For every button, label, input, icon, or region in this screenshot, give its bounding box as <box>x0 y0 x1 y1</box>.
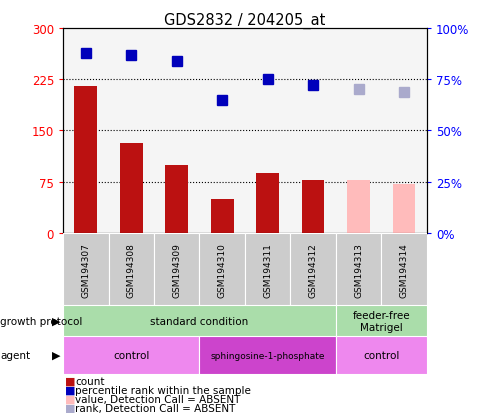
Text: ▶: ▶ <box>51 316 60 326</box>
Title: GDS2832 / 204205_at: GDS2832 / 204205_at <box>164 13 325 29</box>
Bar <box>335 306 426 337</box>
Bar <box>199 233 244 306</box>
Bar <box>301 180 324 233</box>
Text: GSM194308: GSM194308 <box>126 242 136 297</box>
Text: standard condition: standard condition <box>150 316 248 326</box>
Bar <box>335 233 380 306</box>
Bar <box>120 143 142 233</box>
Text: count: count <box>75 376 105 386</box>
Text: growth protocol: growth protocol <box>0 316 82 326</box>
Text: GSM194309: GSM194309 <box>172 242 181 297</box>
Text: feeder-free
Matrigel: feeder-free Matrigel <box>352 310 409 332</box>
Text: agent: agent <box>0 350 30 360</box>
Bar <box>347 180 369 233</box>
Bar <box>108 233 153 306</box>
Bar <box>392 184 415 233</box>
Text: ■: ■ <box>65 376 76 386</box>
Bar <box>63 337 199 374</box>
Bar <box>290 233 335 306</box>
Text: ▶: ▶ <box>51 350 60 360</box>
Text: GSM194312: GSM194312 <box>308 242 317 297</box>
Text: ■: ■ <box>65 385 76 395</box>
Text: ■: ■ <box>65 394 76 404</box>
Text: value, Detection Call = ABSENT: value, Detection Call = ABSENT <box>75 394 240 404</box>
Bar <box>199 337 335 374</box>
Text: GSM194311: GSM194311 <box>263 242 272 297</box>
Text: GSM194314: GSM194314 <box>399 242 408 297</box>
Bar <box>63 306 335 337</box>
Text: GSM194310: GSM194310 <box>217 242 226 297</box>
Bar <box>335 337 426 374</box>
Bar <box>211 199 233 233</box>
Text: control: control <box>113 350 149 360</box>
Text: GSM194307: GSM194307 <box>81 242 90 297</box>
Text: rank, Detection Call = ABSENT: rank, Detection Call = ABSENT <box>75 403 235 413</box>
Text: GSM194313: GSM194313 <box>353 242 363 297</box>
Text: percentile rank within the sample: percentile rank within the sample <box>75 385 251 395</box>
Text: control: control <box>363 350 399 360</box>
Bar <box>153 233 199 306</box>
Bar <box>380 233 426 306</box>
Bar <box>244 233 290 306</box>
Bar <box>256 173 278 233</box>
Bar <box>74 87 97 233</box>
Text: sphingosine-1-phosphate: sphingosine-1-phosphate <box>210 351 324 360</box>
Bar <box>63 233 108 306</box>
Bar <box>165 165 188 233</box>
Text: ■: ■ <box>65 403 76 413</box>
